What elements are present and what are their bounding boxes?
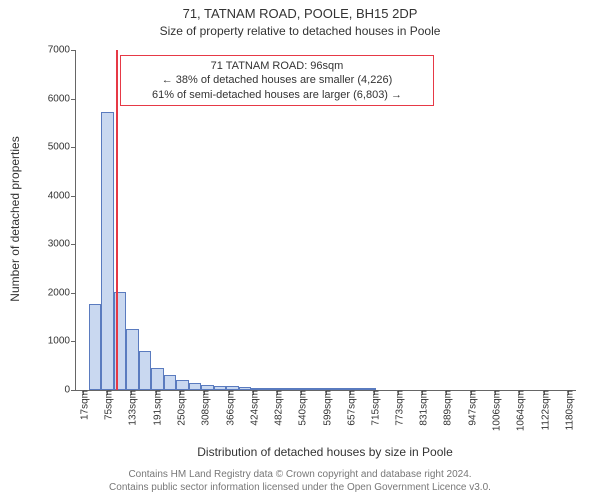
xtick-label: 540sqm	[294, 390, 309, 426]
chart-title-1: 71, TATNAM ROAD, POOLE, BH15 2DP	[0, 6, 600, 21]
footer-line-2: Contains public sector information licen…	[0, 481, 600, 494]
ytick-label: 7000	[48, 45, 76, 56]
ytick-label: 1000	[48, 336, 76, 347]
annotation-line-1: 71 TATNAM ROAD: 96sqm	[127, 59, 427, 73]
ytick-label: 3000	[48, 239, 76, 250]
annotation-line-3: 61% of semi-detached houses are larger (…	[127, 88, 427, 102]
ytick-label: 6000	[48, 93, 76, 104]
ytick-label: 2000	[48, 287, 76, 298]
xtick-label: 831sqm	[415, 390, 430, 426]
xtick-label: 191sqm	[148, 390, 163, 426]
xtick-label: 1180sqm	[560, 390, 575, 430]
histogram-bar	[126, 329, 139, 390]
xtick-label: 947sqm	[463, 390, 478, 426]
xtick-label: 424sqm	[245, 390, 260, 426]
ytick-label: 4000	[48, 190, 76, 201]
y-axis-label: Number of detached properties	[8, 109, 22, 329]
xtick-label: 1122sqm	[536, 390, 551, 430]
histogram-bar	[164, 375, 177, 390]
annotation-box: 71 TATNAM ROAD: 96sqm ← 38% of detached …	[120, 55, 434, 106]
chart-container: 71, TATNAM ROAD, POOLE, BH15 2DP Size of…	[0, 0, 600, 500]
footer-line-1: Contains HM Land Registry data © Crown c…	[0, 468, 600, 481]
xtick-label: 482sqm	[269, 390, 284, 426]
histogram-bar	[151, 368, 164, 390]
xtick-label: 133sqm	[124, 390, 139, 426]
property-marker-line	[116, 50, 118, 390]
x-axis-label: Distribution of detached houses by size …	[75, 445, 575, 459]
histogram-bar	[101, 112, 114, 390]
histogram-bar	[176, 380, 189, 390]
xtick-label: 308sqm	[197, 390, 212, 426]
histogram-bar	[189, 383, 202, 390]
ytick-label: 0	[64, 385, 76, 396]
xtick-label: 1006sqm	[488, 390, 503, 431]
xtick-label: 599sqm	[318, 390, 333, 426]
ytick-label: 5000	[48, 142, 76, 153]
histogram-bar	[89, 304, 102, 390]
xtick-label: 75sqm	[100, 390, 115, 420]
annotation-line-2: ← 38% of detached houses are smaller (4,…	[127, 73, 427, 87]
xtick-label: 250sqm	[173, 390, 188, 426]
xtick-label: 773sqm	[391, 390, 406, 426]
xtick-label: 17sqm	[76, 390, 91, 420]
histogram-bar	[139, 351, 152, 390]
xtick-label: 889sqm	[439, 390, 454, 426]
xtick-label: 366sqm	[221, 390, 236, 426]
xtick-label: 1064sqm	[512, 390, 527, 431]
footer-attribution: Contains HM Land Registry data © Crown c…	[0, 468, 600, 494]
xtick-label: 657sqm	[342, 390, 357, 426]
chart-title-2: Size of property relative to detached ho…	[0, 24, 600, 38]
xtick-label: 715sqm	[366, 390, 381, 426]
